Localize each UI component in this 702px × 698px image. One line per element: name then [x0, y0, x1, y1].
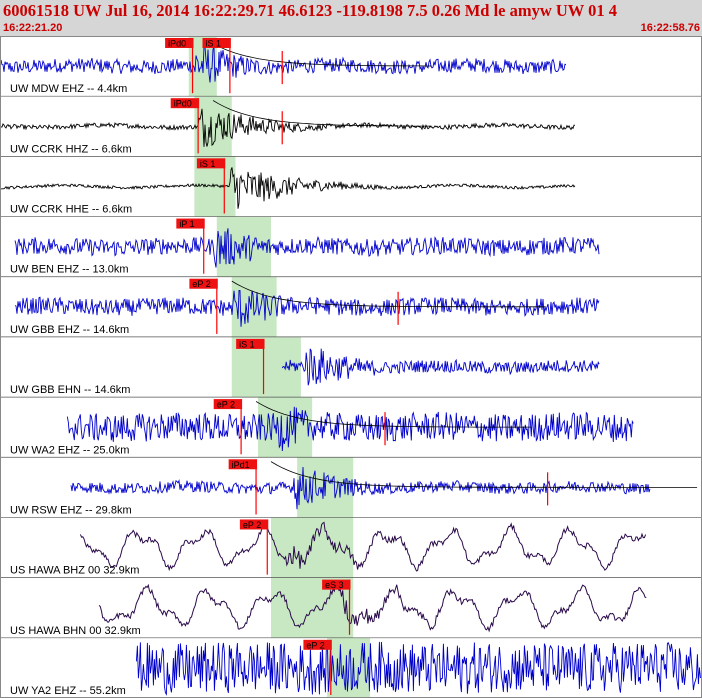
event-header: 60061518 UW Jul 16, 2014 16:22:29.71 46.…: [0, 0, 702, 36]
station-label-6: UW WA2 EHZ -- 25.0km: [10, 444, 129, 456]
seismogram-plot[interactable]: iPd0 iS 1 iPd0 iS 1 iP 1 eP 2 iS 1 eP 2 iPd1 eP 2…: [0, 36, 702, 698]
coda-curve-6: [255, 401, 531, 428]
pick-box-7-0[interactable]: [228, 459, 258, 470]
panel-separators: [0, 95, 702, 639]
coda-curve-0: [207, 40, 432, 67]
coda-curve-4: [231, 280, 546, 308]
pick-box-0-0[interactable]: [165, 38, 194, 48]
trace-7: [70, 466, 651, 510]
trace-3: [14, 228, 600, 268]
pick-label-9-0: eS 3: [325, 580, 344, 590]
trace-8: [79, 521, 647, 572]
pick-label-4-0: eP 2: [192, 279, 210, 289]
pick-label-3-0: iP 1: [179, 219, 194, 229]
station-label-3: UW BEN EHZ -- 13.0km: [10, 264, 129, 276]
pick-box-5-0[interactable]: [236, 338, 265, 349]
station-label-5: UW GBB EHN -- 14.6km: [10, 384, 130, 396]
trace-6: [66, 406, 634, 452]
pick-label-1-0: iPd0: [174, 99, 192, 109]
station-label-1: UW CCRK HHZ -- 6.6km: [10, 143, 132, 155]
time-start-label: 16:22:21.20: [3, 22, 63, 34]
trace-2: [0, 167, 576, 209]
trace-0: [0, 45, 567, 83]
coda-curve-7: [270, 461, 698, 488]
pick-label-10-0: eP 2: [306, 640, 324, 650]
phase-picks[interactable]: iPd0 iS 1 iPd0 iS 1 iP 1 eP 2 iS 1 eP 2 iPd1 eP 2…: [165, 38, 351, 695]
pick-label-2-0: iS 1: [200, 159, 216, 169]
coda-curves: [207, 40, 698, 506]
pick-window-8: [271, 517, 354, 578]
station-labels: UW MDW EHZ -- 4.4km UW CCRK HHZ -- 6.6km U…: [10, 83, 141, 697]
station-label-0: UW MDW EHZ -- 4.4km: [10, 83, 127, 95]
pick-box-9-0[interactable]: [322, 579, 351, 590]
trace-9: [98, 583, 647, 633]
trace-1: [0, 108, 575, 147]
station-label-7: UW RSW EHZ -- 29.8km: [10, 504, 132, 516]
pick-box-4-0[interactable]: [189, 278, 218, 289]
pick-label-8-0: eP 2: [243, 520, 261, 530]
trace-5: [281, 348, 600, 386]
pick-box-6-0[interactable]: [213, 399, 243, 410]
time-end-label: 16:22:58.76: [640, 22, 700, 34]
pick-window-1: [194, 96, 232, 157]
pick-box-8-0[interactable]: [239, 519, 269, 530]
trace-4: [14, 290, 600, 327]
pick-label-0-0: iPd0: [168, 39, 186, 49]
pick-window-6: [257, 397, 313, 458]
pick-box-0-1[interactable]: [202, 38, 231, 48]
pick-box-10-0[interactable]: [303, 639, 332, 650]
pick-box-2-0[interactable]: [196, 158, 226, 169]
pick-box-3-0[interactable]: [176, 218, 205, 229]
station-label-9: US HAWA BHN 00 32.9km: [10, 625, 141, 637]
pick-label-7-0: iPd1: [232, 460, 250, 470]
pick-label-0-1: iS 1: [205, 39, 221, 49]
station-label-8: US HAWA BHZ 00 32.9km: [10, 565, 139, 577]
station-label-4: UW GBB EHZ -- 14.6km: [10, 324, 129, 336]
waveform-traces: [0, 45, 702, 696]
station-label-2: UW CCRK HHE -- 6.6km: [10, 204, 132, 216]
pick-box-1-0[interactable]: [170, 98, 200, 109]
coda-curve-1: [212, 100, 432, 127]
pick-window-4: [231, 276, 277, 337]
station-label-10: UW YA2 EHZ -- 55.2km: [10, 685, 126, 697]
event-title: 60061518 UW Jul 16, 2014 16:22:29.71 46.…: [3, 1, 618, 20]
pick-label-5-0: iS 1: [239, 339, 255, 349]
pick-label-6-0: eP 2: [217, 400, 235, 410]
trace-10: [135, 641, 702, 696]
